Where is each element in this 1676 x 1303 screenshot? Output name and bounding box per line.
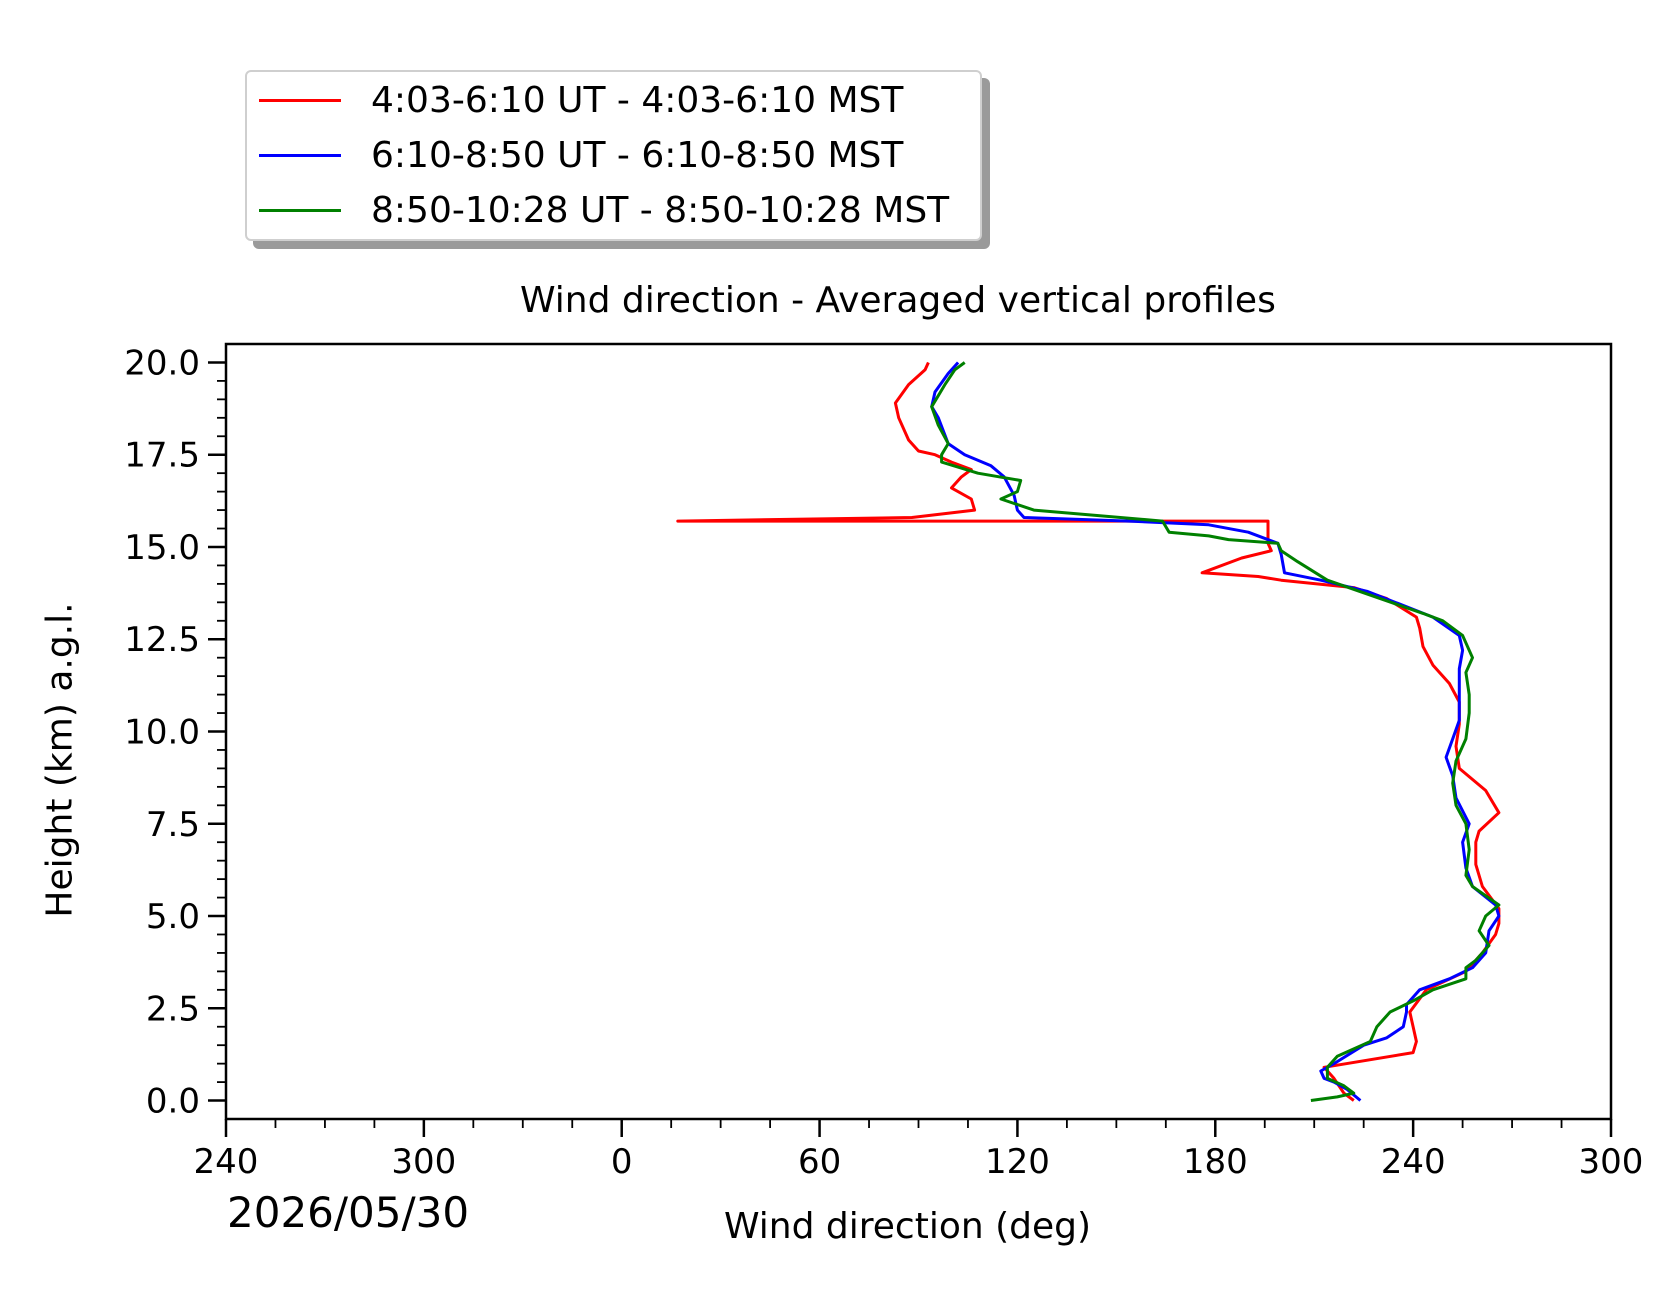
x-tick-label: 120 — [985, 1142, 1050, 1182]
x-tick-label: 240 — [194, 1142, 259, 1182]
y-tick-label: 12.5 — [124, 620, 200, 660]
x-tick-label: 0 — [611, 1142, 633, 1182]
legend: 4:03-6:10 UT - 4:03-6:10 MST 6:10-8:50 U… — [245, 70, 990, 249]
y-tick-label: 7.5 — [146, 805, 200, 845]
legend-entry: 6:10-8:50 UT - 6:10-8:50 MST — [259, 134, 904, 176]
x-tick-label: 300 — [391, 1142, 456, 1182]
chart-title: Wind direction - Averaged vertical profi… — [520, 280, 1276, 321]
legend-swatch-blue — [259, 153, 341, 157]
x-axis-ticks: 240 300 0 60 120 180 240 300 — [194, 1119, 1644, 1182]
legend-frame: 4:03-6:10 UT - 4:03-6:10 MST 6:10-8:50 U… — [245, 70, 982, 241]
x-tick-label: 60 — [798, 1142, 841, 1182]
legend-swatch-red — [259, 98, 341, 102]
y-tick-label: 20.0 — [124, 343, 200, 383]
y-axis-ticks: 0.0 2.5 5.0 7.5 10.0 12.5 15.0 17.5 20.0 — [124, 343, 226, 1122]
series-line-green — [930, 361, 1501, 1102]
y-tick-label: 15.0 — [124, 528, 200, 568]
y-tick-label: 17.5 — [124, 436, 200, 476]
legend-label: 4:03-6:10 UT - 4:03-6:10 MST — [371, 79, 904, 121]
y-tick-label: 10.0 — [124, 713, 200, 753]
x-tick-label: 180 — [1183, 1142, 1248, 1182]
series-layer — [676, 361, 1501, 1102]
plot-frame — [224, 342, 1613, 1121]
x-tick-label: 240 — [1381, 1142, 1446, 1182]
legend-entry: 4:03-6:10 UT - 4:03-6:10 MST — [259, 79, 904, 121]
date-label: 2026/05/30 — [227, 1188, 470, 1237]
legend-swatch-green — [259, 208, 341, 212]
series-line-blue — [930, 361, 1501, 1102]
x-tick-label: 300 — [1579, 1142, 1644, 1182]
series-line-red — [676, 361, 1501, 1102]
y-tick-label: 2.5 — [146, 989, 200, 1029]
y-tick-label: 5.0 — [146, 897, 200, 937]
x-axis-label: Wind direction (deg) — [724, 1206, 1092, 1247]
y-axis-label: Height (km) a.g.l. — [39, 602, 81, 918]
legend-label: 6:10-8:50 UT - 6:10-8:50 MST — [371, 134, 904, 176]
legend-entry: 8:50-10:28 UT - 8:50-10:28 MST — [259, 189, 950, 231]
legend-label: 8:50-10:28 UT - 8:50-10:28 MST — [371, 189, 950, 231]
y-tick-label: 0.0 — [146, 1082, 200, 1122]
